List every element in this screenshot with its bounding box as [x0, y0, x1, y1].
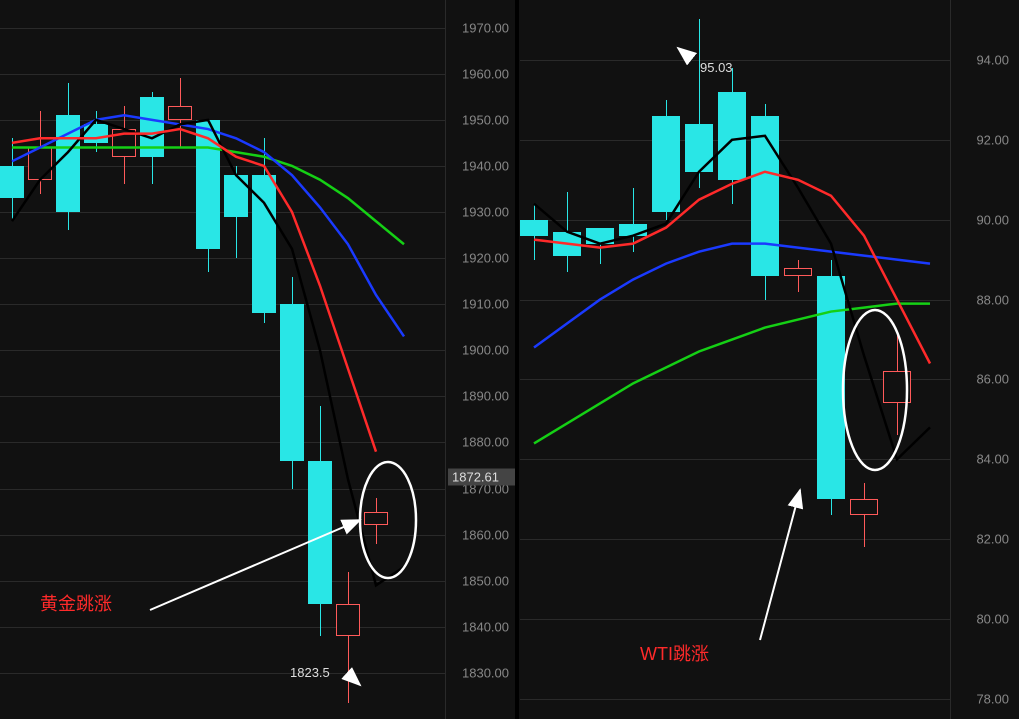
grid-line: [0, 350, 445, 351]
grid-line: [0, 74, 445, 75]
y-tick-label: 90.00: [976, 212, 1009, 227]
grid-line: [520, 539, 950, 540]
candle-body: [718, 92, 746, 180]
price-tag: 1872.61: [448, 468, 515, 485]
y-tick-label: 1960.00: [462, 66, 509, 81]
candle-body: [784, 268, 812, 276]
candle-body: [850, 499, 878, 515]
y-tick-label: 1930.00: [462, 205, 509, 220]
candle-body: [308, 461, 332, 604]
y-tick-label: 88.00: [976, 292, 1009, 307]
candle-body: [751, 116, 779, 276]
panel-divider: [515, 0, 519, 719]
candle-body: [112, 129, 136, 157]
grid-line: [0, 581, 445, 582]
grid-line: [0, 258, 445, 259]
y-tick-label: 1880.00: [462, 435, 509, 450]
y-tick-label: 1920.00: [462, 251, 509, 266]
annotation-text: WTI跳涨: [640, 640, 709, 666]
ma-line-blue: [534, 244, 930, 348]
y-tick-label: 92.00: [976, 132, 1009, 147]
candle-body: [168, 106, 192, 120]
candle-body: [336, 604, 360, 636]
chart-area[interactable]: [520, 0, 950, 719]
y-tick-label: 1940.00: [462, 158, 509, 173]
candle-body: [619, 224, 647, 236]
candle-body: [586, 228, 614, 244]
grid-line: [520, 619, 950, 620]
candle-wick: [348, 572, 349, 703]
candle-body: [685, 124, 713, 172]
candle-body: [28, 147, 52, 179]
ma-line-green: [534, 304, 930, 444]
y-tick-label: 84.00: [976, 452, 1009, 467]
grid-line: [520, 300, 950, 301]
price-label: 95.03: [700, 60, 733, 75]
y-tick-label: 1900.00: [462, 343, 509, 358]
candle-body: [817, 276, 845, 500]
grid-line: [520, 220, 950, 221]
y-tick-label: 1910.00: [462, 297, 509, 312]
candle-body: [140, 97, 164, 157]
candle-body: [56, 115, 80, 212]
grid-line: [0, 396, 445, 397]
grid-line: [520, 699, 950, 700]
y-tick-label: 1970.00: [462, 20, 509, 35]
grid-line: [520, 459, 950, 460]
grid-line: [0, 442, 445, 443]
annotation-text: 黄金跳涨: [40, 590, 112, 616]
candle-body: [84, 124, 108, 142]
candle-body: [224, 175, 248, 216]
y-axis: 1830.001840.001850.001860.001870.001880.…: [445, 0, 515, 719]
y-tick-label: 1830.00: [462, 665, 509, 680]
y-tick-label: 80.00: [976, 612, 1009, 627]
y-tick-label: 86.00: [976, 372, 1009, 387]
y-tick-label: 82.00: [976, 532, 1009, 547]
candle-wick: [864, 483, 865, 547]
y-tick-label: 1860.00: [462, 527, 509, 542]
candle-body: [883, 371, 911, 403]
y-tick-label: 1950.00: [462, 112, 509, 127]
grid-line: [0, 535, 445, 536]
candle-body: [280, 304, 304, 461]
y-axis: 78.00 80.00 82.00 84.00 86.00 88.00 90.00 92.00…: [950, 0, 1015, 719]
grid-line: [0, 28, 445, 29]
candle-body: [196, 120, 220, 249]
candle-body: [553, 232, 581, 256]
candle-body: [652, 116, 680, 212]
y-tick-label: 1850.00: [462, 573, 509, 588]
y-tick-label: 78.00: [976, 692, 1009, 707]
candle-body: [364, 512, 388, 526]
candle-wick: [633, 188, 634, 252]
grid-line: [0, 627, 445, 628]
grid-line: [0, 304, 445, 305]
candle-body: [0, 166, 24, 198]
y-tick-label: 1840.00: [462, 619, 509, 634]
candle-body: [520, 220, 548, 236]
chart-root: 1830.001840.001850.001860.001870.001880.…: [0, 0, 1019, 719]
grid-line: [520, 60, 950, 61]
y-tick-label: 94.00: [976, 52, 1009, 67]
grid-line: [0, 489, 445, 490]
price-label: 1823.5: [290, 665, 330, 680]
grid-line: [0, 673, 445, 674]
candle-body: [252, 175, 276, 313]
y-tick-label: 1890.00: [462, 389, 509, 404]
right-panel: 78.00 80.00 82.00 84.00 86.00 88.00 90.00 92.00…: [520, 0, 1019, 719]
